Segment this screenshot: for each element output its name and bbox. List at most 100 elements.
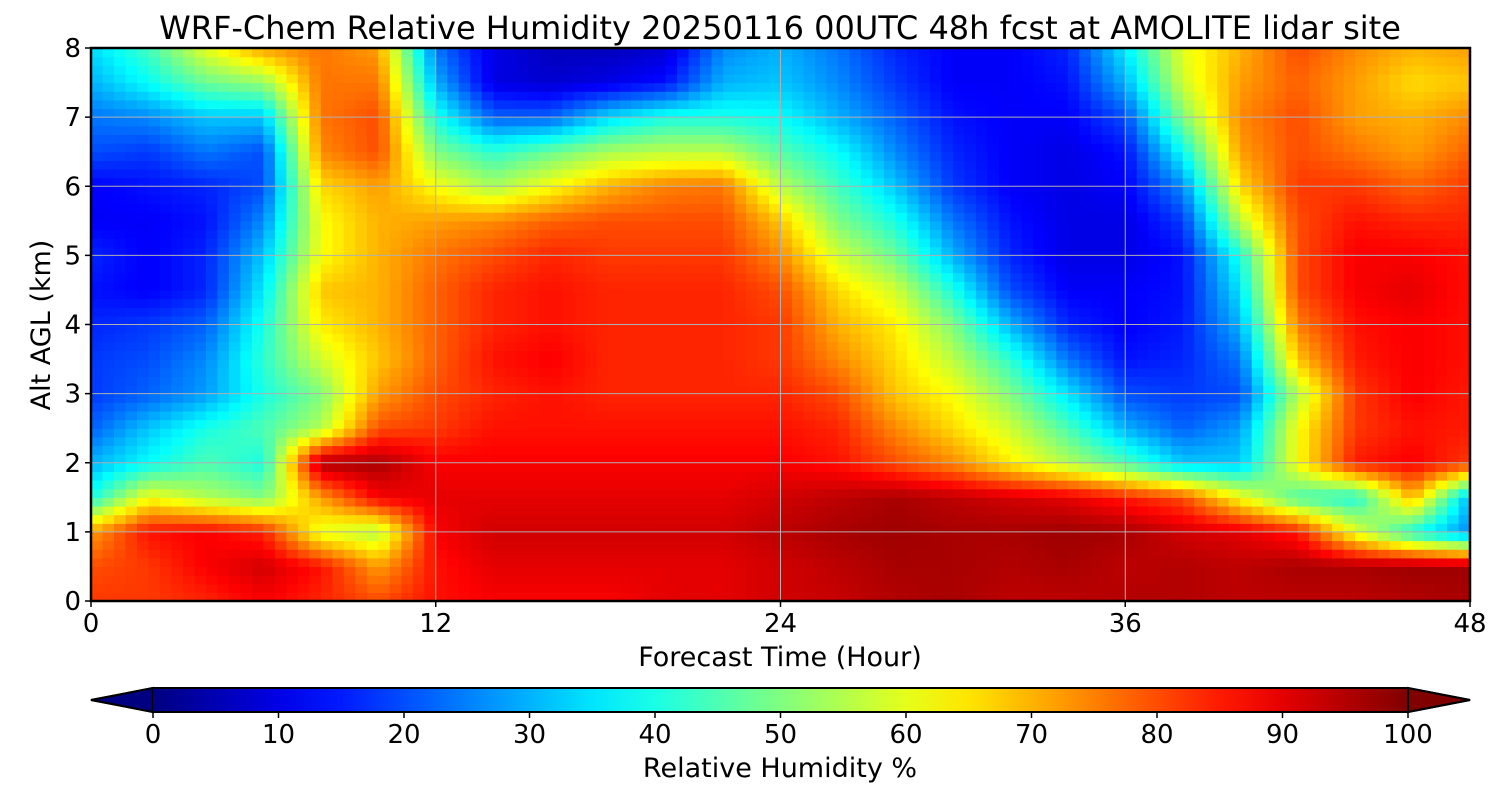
heatmap-cell [1205, 428, 1218, 438]
heatmap-cell [447, 333, 460, 343]
heatmap-cell [665, 410, 678, 421]
heatmap-cell [1378, 505, 1391, 516]
heatmap-cell [297, 376, 310, 386]
heatmap-cell [849, 566, 862, 576]
heatmap-cell [435, 238, 448, 248]
heatmap-cell [700, 333, 713, 343]
heatmap-cell [1217, 462, 1230, 472]
heatmap-cell [906, 359, 919, 369]
heatmap-cell [1320, 462, 1333, 472]
heatmap-cell [320, 428, 333, 438]
heatmap-cell [814, 454, 828, 464]
heatmap-cell [1401, 393, 1414, 403]
heatmap-cell [1343, 592, 1356, 601]
heatmap-cell [929, 540, 942, 550]
heatmap-cell [493, 359, 506, 369]
heatmap-cell [1355, 557, 1368, 568]
heatmap-cell [424, 592, 437, 601]
heatmap-cell [1171, 480, 1184, 490]
heatmap-cell [470, 246, 483, 256]
heatmap-cell [746, 566, 759, 576]
heatmap-cell [1424, 523, 1437, 533]
heatmap-cell [91, 246, 104, 256]
heatmap-cell [872, 557, 885, 568]
heatmap-cell [286, 333, 299, 343]
heatmap-cell [1401, 514, 1414, 524]
heatmap-cell [711, 592, 724, 601]
heatmap-cell [435, 462, 448, 472]
heatmap-cell [1056, 592, 1069, 601]
heatmap-cell [228, 540, 241, 550]
heatmap-cell [780, 298, 793, 308]
heatmap-cell [389, 575, 402, 585]
heatmap-cell [1332, 557, 1345, 568]
heatmap-cell [481, 497, 494, 507]
heatmap-cell [91, 454, 104, 464]
heatmap-cell [228, 384, 241, 395]
heatmap-cell [251, 531, 264, 542]
heatmap-cell [1102, 454, 1115, 464]
heatmap-cell [791, 298, 805, 308]
heatmap-cell [1217, 359, 1230, 369]
heatmap-cell [481, 523, 494, 533]
heatmap-cell [171, 298, 184, 308]
heatmap-cell [723, 324, 736, 334]
heatmap-cell [401, 592, 414, 601]
heatmap-cell [608, 315, 621, 326]
heatmap-cell [343, 488, 356, 498]
heatmap-cell [665, 436, 678, 447]
heatmap-cell [849, 384, 862, 395]
heatmap-cell [1113, 246, 1126, 256]
heatmap-cell [619, 246, 632, 256]
heatmap-cell [1320, 488, 1333, 498]
heatmap-cell [297, 410, 310, 421]
heatmap-cell [102, 549, 115, 559]
heatmap-cell [102, 238, 115, 248]
heatmap-cell [883, 289, 897, 300]
heatmap-cell [1320, 471, 1333, 481]
heatmap-cell [791, 575, 805, 585]
heatmap-cell [366, 445, 379, 455]
heatmap-cell [1263, 445, 1276, 455]
heatmap-cell [159, 462, 173, 472]
heatmap-cell [791, 531, 805, 542]
heatmap-cell [711, 549, 724, 559]
heatmap-cell [378, 289, 391, 300]
heatmap-cell [1148, 428, 1161, 438]
heatmap-cell [654, 255, 667, 265]
heatmap-cell [814, 289, 828, 300]
heatmap-cell [1389, 523, 1402, 533]
heatmap-cell [435, 488, 448, 498]
heatmap-cell [585, 350, 598, 360]
heatmap-cell [550, 298, 563, 308]
heatmap-cell [883, 410, 897, 421]
heatmap-cell [159, 419, 173, 429]
heatmap-cell [320, 497, 333, 507]
heatmap-cell [91, 264, 104, 274]
heatmap-cell [159, 557, 173, 568]
heatmap-cell [217, 549, 230, 559]
heatmap-cell [1182, 549, 1195, 559]
heatmap-cell [1171, 350, 1184, 360]
heatmap-cell [1274, 531, 1287, 542]
heatmap-cell [1090, 436, 1103, 447]
heatmap-cell [1148, 454, 1161, 464]
heatmap-cell [228, 307, 241, 317]
heatmap-cell [1378, 445, 1391, 455]
heatmap-cell [619, 384, 632, 395]
heatmap-cell [320, 298, 333, 308]
heatmap-cell [1044, 315, 1057, 326]
heatmap-cell [1332, 471, 1345, 481]
heatmap-cell [412, 333, 425, 343]
heatmap-cell [194, 367, 207, 377]
heatmap-cell [1125, 410, 1138, 421]
heatmap-cell [1332, 333, 1345, 343]
heatmap-cell [516, 264, 529, 274]
heatmap-cell [677, 341, 690, 352]
heatmap-cell [964, 428, 977, 438]
heatmap-cell [378, 488, 391, 498]
heatmap-cell [194, 324, 207, 334]
heatmap-cell [297, 592, 310, 601]
heatmap-cell [1148, 359, 1161, 369]
heatmap-cell [1274, 436, 1287, 447]
